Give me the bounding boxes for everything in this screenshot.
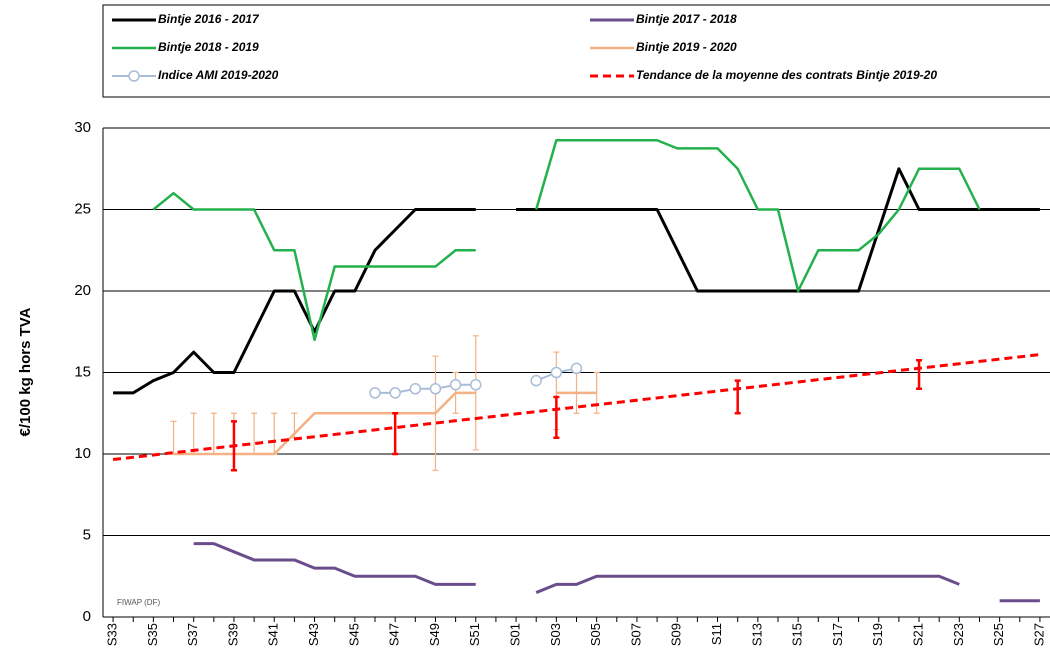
marker [470, 378, 482, 391]
marker [530, 374, 542, 387]
y-tick-label: 10 [74, 445, 91, 462]
series-line [152, 138, 981, 342]
annotation: FIWAP (DF) [117, 598, 160, 607]
marker [389, 387, 401, 399]
legend-label: Bintje 2019 - 2020 [636, 40, 737, 54]
legend-label: Bintje 2018 - 2019 [158, 40, 259, 54]
error-bar [916, 359, 923, 391]
error-bar [593, 371, 600, 414]
x-tick-label: S37 [185, 623, 200, 646]
x-tick-label: S05 [588, 623, 603, 646]
x-tick-label: S47 [387, 623, 402, 646]
error-bar [190, 412, 197, 455]
error-bar [170, 420, 177, 455]
x-tick-label: S49 [427, 623, 442, 646]
x-tick-label: S25 [991, 623, 1006, 646]
error-bar [210, 412, 217, 455]
x-tick-label: S27 [1031, 623, 1046, 646]
y-tick-label: 15 [74, 363, 91, 380]
legend-label: Tendance de la moyenne des contrats Bint… [636, 68, 937, 82]
x-tick-label: S01 [507, 623, 522, 646]
x-tick-label: S43 [306, 623, 321, 646]
marker [449, 378, 462, 391]
y-tick-label: 25 [74, 200, 91, 217]
marker [570, 362, 583, 375]
legend-label: Indice AMI 2019-2020 [158, 68, 279, 82]
x-tick-label: S07 [628, 623, 643, 646]
x-tick-label: S51 [467, 623, 482, 646]
series-line [173, 391, 597, 456]
x-tick-label: S33 [105, 623, 120, 646]
x-tick-label: S09 [669, 623, 684, 646]
x-tick-label: S45 [346, 623, 361, 646]
x-tick-label: S11 [709, 623, 724, 645]
marker [369, 387, 381, 399]
y-axis-label: €/100 kg hors TVA [17, 307, 34, 436]
error-bar [251, 412, 258, 455]
x-tick-label: S17 [830, 623, 845, 646]
legend-box [102, 4, 1050, 98]
legend-label: Bintje 2017 - 2018 [636, 12, 737, 26]
x-tick-label: S15 [790, 623, 805, 646]
x-tick-label: S41 [266, 623, 281, 646]
x-tick-label: S19 [870, 623, 885, 646]
x-tick-label: S13 [749, 623, 764, 646]
marker [550, 366, 563, 379]
x-tick-label: S21 [910, 623, 925, 646]
y-tick-label: 20 [74, 282, 91, 299]
error-bar [271, 412, 278, 455]
x-tick-label: S35 [145, 623, 160, 646]
y-tick-label: 30 [74, 119, 91, 136]
y-tick-label: 5 [83, 526, 91, 543]
x-tick-label: S03 [548, 623, 563, 646]
legend-marker [128, 70, 140, 82]
error-bar [392, 412, 399, 456]
marker [429, 383, 442, 395]
y-tick-label: 0 [83, 608, 91, 625]
legend-label: Bintje 2016 - 2017 [158, 12, 260, 26]
error-bar [734, 379, 741, 415]
marker [409, 383, 422, 395]
x-tick-label: S23 [951, 623, 966, 646]
x-tick-label: S39 [225, 623, 240, 646]
series-line [113, 167, 1040, 395]
series-line [193, 542, 1040, 603]
error-bar [553, 395, 560, 439]
